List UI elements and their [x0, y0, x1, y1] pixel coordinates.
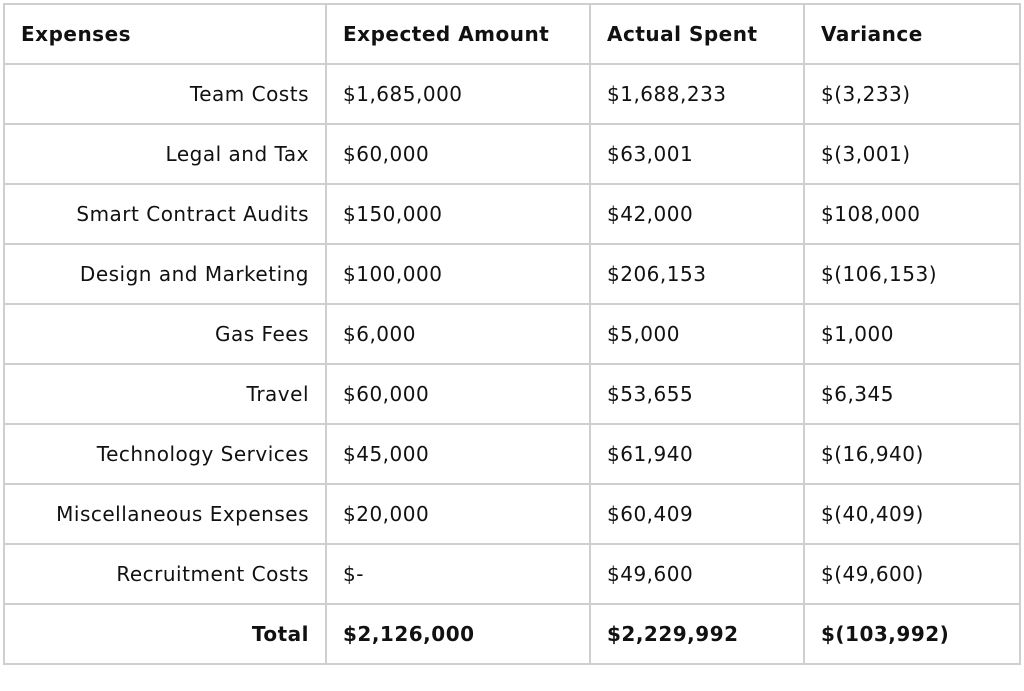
header-expenses: Expenses [3, 3, 327, 65]
row-label: Smart Contract Audits [3, 183, 327, 245]
actual-cell: $1,688,233 [589, 63, 805, 125]
actual-cell: $53,655 [589, 363, 805, 425]
actual-cell: $206,153 [589, 243, 805, 305]
row-label: Gas Fees [3, 303, 327, 365]
total-variance-cell: $(103,992) [803, 603, 1021, 665]
table-row: Team Costs $1,685,000 $1,688,233 $(3,233… [3, 63, 1021, 125]
row-label: Design and Marketing [3, 243, 327, 305]
expected-cell: $60,000 [325, 363, 591, 425]
actual-cell: $49,600 [589, 543, 805, 605]
expected-cell: $6,000 [325, 303, 591, 365]
total-actual-cell: $2,229,992 [589, 603, 805, 665]
row-label: Travel [3, 363, 327, 425]
expected-cell: $20,000 [325, 483, 591, 545]
total-label: Total [3, 603, 327, 665]
row-label: Miscellaneous Expenses [3, 483, 327, 545]
actual-cell: $63,001 [589, 123, 805, 185]
expected-cell: $150,000 [325, 183, 591, 245]
row-label: Technology Services [3, 423, 327, 485]
header-actual-spent: Actual Spent [589, 3, 805, 65]
row-label: Legal and Tax [3, 123, 327, 185]
expected-cell: $100,000 [325, 243, 591, 305]
expenses-table-container: Expenses Expected Amount Actual Spent Va… [3, 3, 1021, 685]
variance-cell: $(40,409) [803, 483, 1021, 545]
variance-cell: $(49,600) [803, 543, 1021, 605]
actual-cell: $5,000 [589, 303, 805, 365]
table-row: Design and Marketing $100,000 $206,153 $… [3, 243, 1021, 305]
total-row: Total $2,126,000 $2,229,992 $(103,992) [3, 603, 1021, 665]
row-label: Recruitment Costs [3, 543, 327, 605]
variance-cell: $(16,940) [803, 423, 1021, 485]
header-variance: Variance [803, 3, 1021, 65]
table-row: Miscellaneous Expenses $20,000 $60,409 $… [3, 483, 1021, 545]
table-row: Legal and Tax $60,000 $63,001 $(3,001) [3, 123, 1021, 185]
expected-cell: $60,000 [325, 123, 591, 185]
header-row: Expenses Expected Amount Actual Spent Va… [3, 3, 1021, 65]
table-row: Technology Services $45,000 $61,940 $(16… [3, 423, 1021, 485]
variance-cell: $(3,001) [803, 123, 1021, 185]
expenses-table: Expenses Expected Amount Actual Spent Va… [3, 3, 1021, 665]
header-expected-amount: Expected Amount [325, 3, 591, 65]
expected-cell: $45,000 [325, 423, 591, 485]
actual-cell: $42,000 [589, 183, 805, 245]
row-label: Team Costs [3, 63, 327, 125]
actual-cell: $60,409 [589, 483, 805, 545]
variance-cell: $108,000 [803, 183, 1021, 245]
expected-cell: $1,685,000 [325, 63, 591, 125]
table-row: Gas Fees $6,000 $5,000 $1,000 [3, 303, 1021, 365]
total-expected-cell: $2,126,000 [325, 603, 591, 665]
actual-cell: $61,940 [589, 423, 805, 485]
variance-cell: $(106,153) [803, 243, 1021, 305]
variance-cell: $6,345 [803, 363, 1021, 425]
variance-cell: $(3,233) [803, 63, 1021, 125]
table-row: Recruitment Costs $- $49,600 $(49,600) [3, 543, 1021, 605]
table-row: Smart Contract Audits $150,000 $42,000 $… [3, 183, 1021, 245]
expected-cell: $- [325, 543, 591, 605]
table-row: Travel $60,000 $53,655 $6,345 [3, 363, 1021, 425]
variance-cell: $1,000 [803, 303, 1021, 365]
